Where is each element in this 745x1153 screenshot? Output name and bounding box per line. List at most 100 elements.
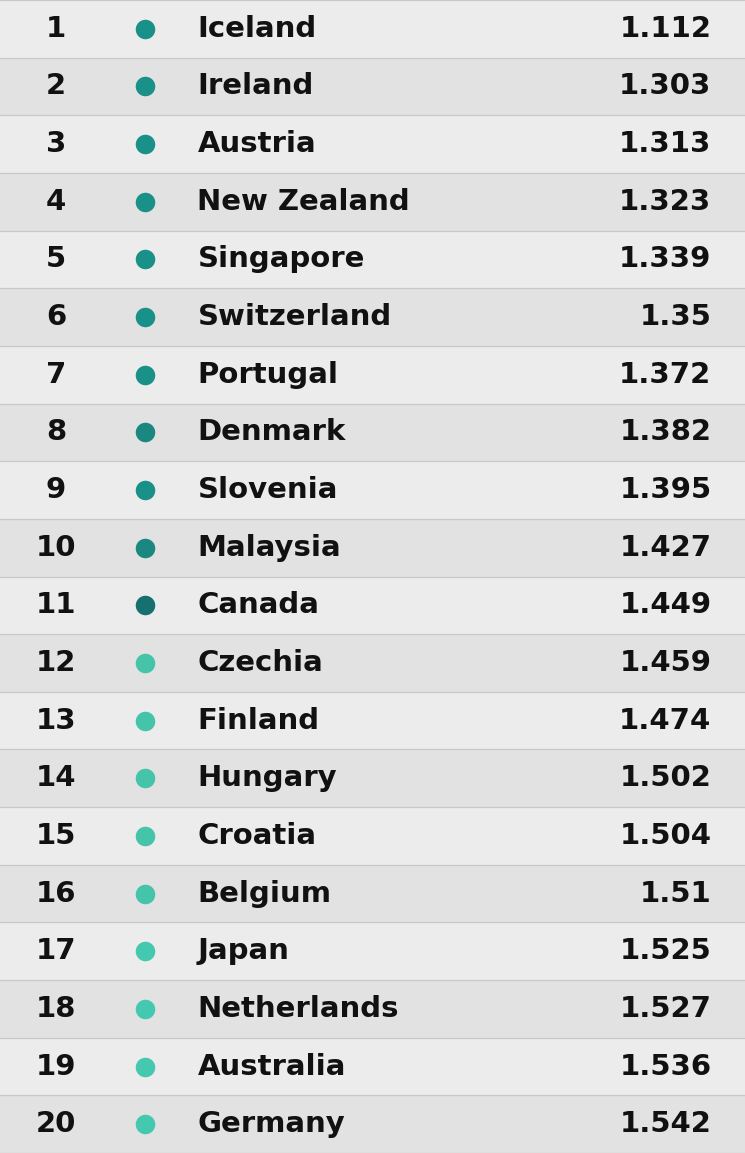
Point xyxy=(139,654,151,672)
Bar xyxy=(0,1038,745,1095)
Text: Croatia: Croatia xyxy=(197,822,317,850)
Text: 1.459: 1.459 xyxy=(620,649,711,677)
Bar xyxy=(0,749,745,807)
Text: 4: 4 xyxy=(45,188,66,216)
Text: 14: 14 xyxy=(36,764,76,792)
Bar xyxy=(0,346,745,404)
Text: 11: 11 xyxy=(36,591,76,619)
Bar xyxy=(0,115,745,173)
Text: Netherlands: Netherlands xyxy=(197,995,399,1023)
Text: Germany: Germany xyxy=(197,1110,345,1138)
Bar xyxy=(0,922,745,980)
Point xyxy=(139,135,151,153)
Text: Belgium: Belgium xyxy=(197,880,332,907)
Text: Australia: Australia xyxy=(197,1053,346,1080)
Text: Denmark: Denmark xyxy=(197,419,346,446)
Point xyxy=(139,20,151,38)
Bar xyxy=(0,288,745,346)
Text: Iceland: Iceland xyxy=(197,15,317,43)
Text: Singapore: Singapore xyxy=(197,246,365,273)
Text: 1.395: 1.395 xyxy=(619,476,711,504)
Text: Portugal: Portugal xyxy=(197,361,338,389)
Text: Japan: Japan xyxy=(197,937,289,965)
Text: 17: 17 xyxy=(36,937,76,965)
Text: Canada: Canada xyxy=(197,591,320,619)
Text: 1.303: 1.303 xyxy=(619,73,711,100)
Bar xyxy=(0,231,745,288)
Point xyxy=(139,1000,151,1018)
Bar xyxy=(0,519,745,576)
Point xyxy=(139,1057,151,1076)
Bar xyxy=(0,404,745,461)
Text: 18: 18 xyxy=(36,995,76,1023)
Text: 1.502: 1.502 xyxy=(620,764,711,792)
Bar xyxy=(0,807,745,865)
Text: New Zealand: New Zealand xyxy=(197,188,410,216)
Bar xyxy=(0,461,745,519)
Text: 1.313: 1.313 xyxy=(619,130,711,158)
Text: 2: 2 xyxy=(45,73,66,100)
Text: Austria: Austria xyxy=(197,130,316,158)
Text: 3: 3 xyxy=(45,130,66,158)
Text: 7: 7 xyxy=(45,361,66,389)
Point xyxy=(139,250,151,269)
Text: 8: 8 xyxy=(45,419,66,446)
Text: Finland: Finland xyxy=(197,707,320,734)
Text: Malaysia: Malaysia xyxy=(197,534,341,562)
Point xyxy=(139,366,151,384)
Text: Slovenia: Slovenia xyxy=(197,476,337,504)
Point xyxy=(139,77,151,96)
Point xyxy=(139,711,151,730)
Text: 12: 12 xyxy=(36,649,76,677)
Text: 9: 9 xyxy=(45,476,66,504)
Text: 1.474: 1.474 xyxy=(619,707,711,734)
Text: 10: 10 xyxy=(36,534,76,562)
Text: 6: 6 xyxy=(45,303,66,331)
Bar xyxy=(0,692,745,749)
Text: 5: 5 xyxy=(45,246,66,273)
Text: Hungary: Hungary xyxy=(197,764,337,792)
Text: 1.339: 1.339 xyxy=(619,246,711,273)
Text: 1.525: 1.525 xyxy=(620,937,711,965)
Text: 1.112: 1.112 xyxy=(620,15,711,43)
Text: 1.372: 1.372 xyxy=(619,361,711,389)
Text: Ireland: Ireland xyxy=(197,73,314,100)
Text: 1.527: 1.527 xyxy=(620,995,711,1023)
Point xyxy=(139,884,151,903)
Bar xyxy=(0,980,745,1038)
Point xyxy=(139,308,151,326)
Point xyxy=(139,827,151,845)
Text: 1: 1 xyxy=(45,15,66,43)
Point xyxy=(139,769,151,787)
Bar xyxy=(0,1095,745,1153)
Text: 20: 20 xyxy=(36,1110,76,1138)
Point xyxy=(139,942,151,960)
Point xyxy=(139,1115,151,1133)
Text: 1.542: 1.542 xyxy=(620,1110,711,1138)
Text: 1.427: 1.427 xyxy=(619,534,711,562)
Point xyxy=(139,193,151,211)
Bar xyxy=(0,0,745,58)
Point xyxy=(139,538,151,557)
Point xyxy=(139,596,151,615)
Text: 1.35: 1.35 xyxy=(640,303,711,331)
Bar xyxy=(0,173,745,231)
Text: 1.536: 1.536 xyxy=(619,1053,711,1080)
Text: 15: 15 xyxy=(36,822,76,850)
Point xyxy=(139,481,151,499)
Text: 1.51: 1.51 xyxy=(640,880,711,907)
Text: 1.323: 1.323 xyxy=(619,188,711,216)
Text: 1.449: 1.449 xyxy=(619,591,711,619)
Text: 1.504: 1.504 xyxy=(620,822,711,850)
Text: Czechia: Czechia xyxy=(197,649,323,677)
Text: Switzerland: Switzerland xyxy=(197,303,392,331)
Bar xyxy=(0,865,745,922)
Point xyxy=(139,423,151,442)
Text: 19: 19 xyxy=(36,1053,76,1080)
Text: 16: 16 xyxy=(36,880,76,907)
Text: 1.382: 1.382 xyxy=(620,419,711,446)
Text: 13: 13 xyxy=(36,707,76,734)
Bar xyxy=(0,58,745,115)
Bar xyxy=(0,576,745,634)
Bar xyxy=(0,634,745,692)
